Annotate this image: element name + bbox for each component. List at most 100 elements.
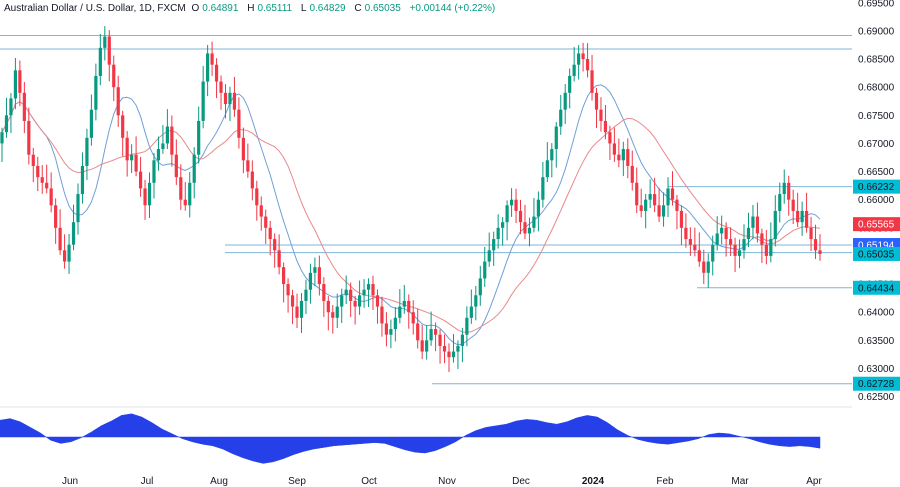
x-tick-label: Sep bbox=[288, 476, 306, 487]
candle-body bbox=[460, 334, 465, 346]
candle-body bbox=[170, 126, 174, 155]
candle-body bbox=[796, 210, 800, 223]
candle-body bbox=[626, 149, 630, 166]
candle-body bbox=[679, 210, 684, 228]
candle-body bbox=[635, 182, 639, 206]
candle-body bbox=[429, 329, 433, 341]
candle-body bbox=[353, 300, 357, 307]
candle-body bbox=[13, 70, 18, 99]
candle-body bbox=[366, 284, 371, 290]
candle-body bbox=[737, 250, 742, 256]
candle-body bbox=[62, 250, 67, 262]
candle-body bbox=[478, 278, 482, 296]
y-tick-label: 0.63000 bbox=[858, 364, 895, 375]
candle-body bbox=[509, 199, 514, 206]
candle-body bbox=[711, 244, 715, 262]
ohlc-change: +0.00144 (+0.22%) bbox=[409, 3, 496, 14]
candle-body bbox=[331, 312, 335, 318]
x-tick-label: 2024 bbox=[582, 476, 605, 487]
price-label-text: 0.66232 bbox=[858, 182, 895, 193]
candle-body bbox=[818, 250, 822, 254]
candle-body bbox=[183, 199, 187, 206]
candle-body bbox=[782, 182, 786, 195]
candle-body bbox=[541, 177, 545, 200]
moving-averages bbox=[1, 84, 821, 346]
candle-body bbox=[290, 295, 295, 307]
candle-body bbox=[179, 177, 183, 200]
candle-body bbox=[425, 340, 429, 352]
price-label-text: 0.65035 bbox=[858, 249, 895, 260]
candle-body bbox=[259, 205, 263, 217]
candle-body bbox=[206, 53, 210, 82]
candle-body bbox=[720, 227, 724, 234]
ohlc-open: O 0.64891 bbox=[191, 3, 239, 14]
candle-body bbox=[492, 239, 496, 251]
price-label-text: 0.65565 bbox=[858, 220, 895, 231]
y-tick-label: 0.67500 bbox=[858, 111, 895, 122]
candle-body bbox=[612, 143, 616, 155]
candle-body bbox=[501, 222, 505, 228]
candle-body bbox=[648, 194, 652, 200]
candle-body bbox=[536, 199, 540, 217]
candle-body bbox=[138, 171, 143, 189]
candle-body bbox=[362, 289, 366, 296]
candle-body bbox=[322, 284, 326, 301]
y-tick-label: 0.69000 bbox=[858, 26, 895, 37]
candle-body bbox=[201, 81, 205, 121]
candle-body bbox=[116, 87, 120, 116]
x-tick-label: Dec bbox=[512, 476, 530, 487]
candle-body bbox=[661, 205, 666, 217]
candle-body bbox=[299, 300, 304, 318]
candle-body bbox=[349, 289, 353, 301]
candle-body bbox=[675, 199, 679, 211]
candle-body bbox=[250, 171, 254, 189]
candle-body bbox=[58, 227, 62, 251]
ohlc-close: C 0.65035 bbox=[354, 3, 401, 14]
candle-body bbox=[577, 53, 581, 65]
candle-body bbox=[9, 98, 13, 116]
price-label-box bbox=[853, 376, 900, 391]
candle-body bbox=[125, 137, 129, 161]
candle-body bbox=[384, 323, 389, 335]
candle-body bbox=[241, 137, 245, 161]
oscillator-pane: -0.00140 bbox=[0, 406, 900, 464]
candle-body bbox=[684, 227, 688, 240]
candle-body bbox=[295, 306, 299, 318]
candle-body bbox=[581, 53, 585, 60]
candle-body bbox=[773, 210, 777, 240]
candle-body bbox=[112, 64, 116, 88]
candle-body bbox=[40, 177, 44, 183]
candle-body bbox=[223, 92, 228, 105]
candle-body bbox=[456, 345, 460, 352]
oscillator-area bbox=[0, 413, 821, 464]
candle-body bbox=[22, 92, 26, 121]
x-axis: Jun Jul Aug Sep Oct Nov Dec 2024 Feb Mar Apr bbox=[62, 476, 823, 487]
candle-body bbox=[630, 165, 634, 183]
x-tick-label: Jul bbox=[141, 476, 154, 487]
candle-body bbox=[572, 64, 576, 76]
candle-body bbox=[4, 115, 9, 133]
candle-body bbox=[563, 92, 567, 110]
x-tick-label: Mar bbox=[731, 476, 749, 487]
candle-body bbox=[496, 227, 500, 240]
candle-body bbox=[465, 317, 469, 335]
candle-body bbox=[639, 205, 643, 211]
price-label-box bbox=[853, 280, 900, 295]
candle-body bbox=[702, 261, 706, 273]
candle-body bbox=[45, 182, 49, 189]
candle-body bbox=[411, 312, 415, 324]
candle-body bbox=[407, 300, 411, 313]
price-label-box bbox=[853, 246, 900, 261]
candle-body bbox=[277, 250, 281, 268]
candle-body bbox=[487, 250, 491, 262]
candle-body bbox=[255, 188, 259, 206]
price-label-box bbox=[853, 179, 900, 194]
candle-body bbox=[438, 334, 442, 346]
ohlc-low: L 0.64829 bbox=[300, 3, 346, 14]
y-tick-label: 0.69500 bbox=[858, 0, 895, 9]
candle-body bbox=[219, 81, 223, 93]
candle-body bbox=[326, 300, 330, 313]
x-tick-label: Aug bbox=[210, 476, 228, 487]
